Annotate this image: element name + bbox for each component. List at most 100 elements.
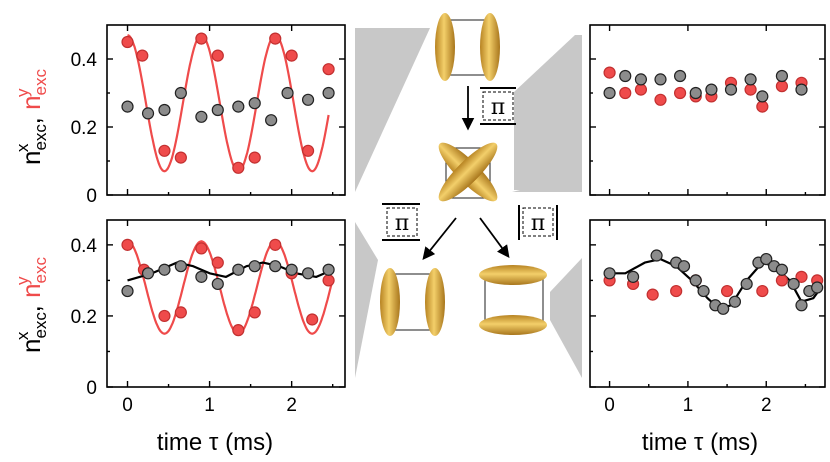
panel-top-left: 0 0.2 0.4 [71,24,346,207]
data-point-x [322,263,335,276]
data-point-x [795,83,808,96]
data-point-x [724,83,738,96]
pi-pulse-bar-2: π [382,203,420,241]
data-point-x [603,267,616,280]
data-point-x [744,73,757,86]
data-point-y [195,242,208,255]
wedge-top-left [355,28,430,192]
data-point-x [697,284,710,298]
data-point-x [195,110,208,123]
data-point-y [756,100,769,113]
x-tick-label: 2 [761,395,772,416]
wedge-topright-upper [514,35,582,190]
x-tick-label: 0 [604,395,615,416]
y-tick-label: 0.4 [71,236,98,257]
data-point-x [232,263,245,276]
data-point-x [301,267,315,280]
data-point-x [158,103,171,117]
panel-bottom-left: 0 1 2 0 0.2 0.4 [71,219,346,416]
arrow-right [479,217,510,259]
wedge-bottom-left [355,222,378,378]
plot-frame [589,219,826,388]
data-point-y [232,324,245,337]
data-point-x [689,274,702,287]
panel-bottom-right: 0 1 2 [589,219,826,416]
plot-frame [589,24,826,196]
y-tick-label: 0.4 [71,50,98,71]
fit-curve [127,240,334,335]
data-point-y [673,86,687,100]
y-tick-label: 0 [86,186,97,207]
data-point-y [232,161,245,174]
x-tick-label: 1 [683,395,694,416]
data-point-x [232,100,245,113]
arrow-left [422,217,457,260]
data-point-y [211,49,224,62]
data-point-y [121,238,134,251]
data-point-x [281,86,294,100]
data-point-x [322,86,335,100]
fit-curve [127,34,330,173]
panel-top-right [589,24,826,196]
zoom-wedges [355,28,582,378]
data-point-x [603,86,616,100]
data-point-x [787,277,800,291]
data-point-x [650,249,663,262]
data-point-y [634,83,648,96]
data-point-x [717,302,730,315]
x-tick-label: 2 [286,395,297,416]
data-point-y [775,274,789,287]
data-point-x [634,73,648,86]
ylabel-bottom: nexcx , nexcy [13,256,50,353]
pi-pulse-bar-1: π [480,87,516,125]
ylabel-top: nexcx , nexcy [13,68,50,165]
data-point-y [720,284,734,298]
data-point-x [673,69,687,83]
data-point-y [775,80,789,93]
y-tick-label: 0.2 [71,118,97,139]
data-point-y [322,63,335,76]
data-point-x [775,263,789,276]
data-point-y [121,35,134,49]
data-point-y [158,144,171,157]
data-point-x [265,114,278,127]
data-point-x [174,86,187,100]
data-point-x [705,83,718,96]
data-point-y [795,270,808,283]
data-point-y [136,49,149,62]
data-point-x [654,73,667,86]
data-point-y [174,306,187,319]
data-point-x [174,260,187,273]
data-point-x [141,267,155,280]
data-point-y [248,151,261,164]
data-point-x [626,270,640,283]
data-point-x [158,263,171,276]
data-point-y [174,151,187,164]
data-point-y [195,32,208,45]
data-point-y [603,66,616,79]
data-point-y [306,313,319,326]
svg-text:nexcx , nexcy: nexcx , nexcy [13,256,50,353]
data-point-y [269,32,282,45]
data-point-x [795,299,808,312]
data-point-x [121,100,134,113]
data-point-x [195,270,208,283]
data-point-x [760,252,773,266]
y-tick-label: 0 [86,378,97,399]
data-point-x [301,93,315,106]
xlabel-left: time τ (ms) [157,429,273,456]
plot-frame [106,24,346,196]
y-tick-label: 0.2 [71,307,97,328]
data-point-y [211,256,224,269]
data-point-x [141,107,155,120]
data-point-y [248,306,261,319]
pi-pulse-bar-3: π [518,205,558,240]
data-point-x [728,295,742,308]
data-point-y [670,284,683,298]
x-tick-label: 0 [122,395,133,416]
data-point-x [775,69,789,83]
ion-pair-top [435,13,500,81]
svg-text:nexcx , nexcy: nexcx , nexcy [13,68,50,165]
data-point-x [740,277,753,291]
